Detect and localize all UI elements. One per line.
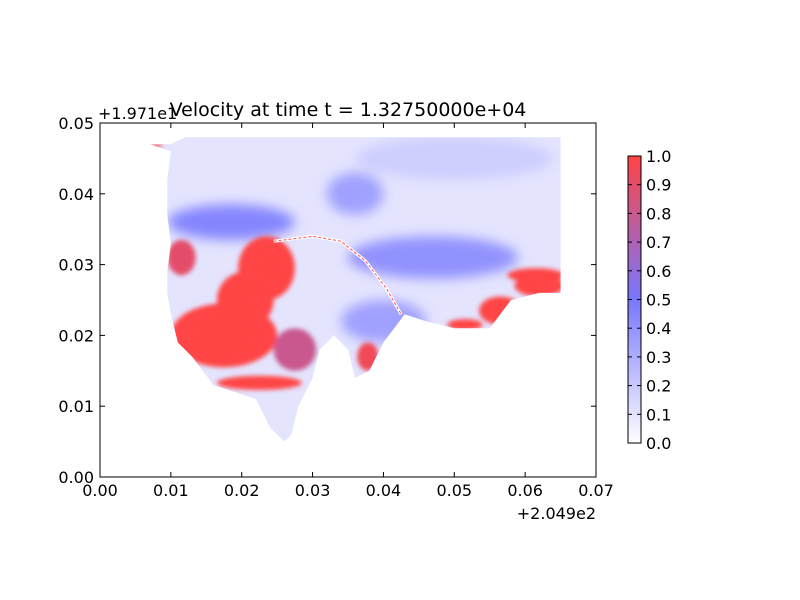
y-tick-label: 0.00: [58, 468, 94, 487]
x-tick-label: 0.07: [578, 481, 614, 500]
velocity-hotspot-3: [216, 375, 302, 390]
velocity-hotspot-2: [238, 236, 295, 300]
velocity-heatmap: [149, 137, 561, 442]
x-offset-label: +2.049e2: [517, 504, 596, 523]
velocity-hotspot-14: [326, 172, 384, 216]
x-tick-label: 0.03: [295, 481, 331, 500]
chart-title: Velocity at time t = 1.32750000e+04: [170, 99, 527, 121]
velocity-hotspot-12: [167, 204, 295, 240]
colorbar-tick-label: 1.0: [646, 147, 671, 166]
velocity-hotspot-5: [273, 328, 317, 371]
y-tick-label: 0.04: [58, 185, 94, 204]
colorbar-tick-label: 0.7: [646, 233, 671, 252]
velocity-hotspot-7: [447, 319, 483, 331]
y-tick-label: 0.02: [58, 326, 94, 345]
colorbar-ticks: 0.0 0.1 0.2 0.3 0.4 0.5 0.6 0.7 0.8 0.9 1.0: [628, 147, 671, 453]
colorbar-tick-label: 0.8: [646, 204, 671, 223]
velocity-hotspot-4: [167, 239, 196, 276]
colorbar-tick-label: 0.1: [646, 405, 671, 424]
channel-wall-edge: [273, 235, 402, 315]
colorbar-tick-label: 0.0: [646, 434, 671, 453]
x-tick-label: 0.06: [507, 481, 543, 500]
velocity-hotspot-16: [355, 137, 554, 180]
y-offset-label: +1.971e1: [98, 104, 177, 123]
x-axis: 0.00 0.01 0.02 0.03 0.04 0.05 0.06 0.07: [82, 123, 614, 500]
colorbar-tick-label: 0.4: [646, 319, 671, 338]
x-tick-label: 0.01: [153, 481, 189, 500]
colorbar-tick-label: 0.9: [646, 176, 671, 195]
x-tick-label: 0.05: [436, 481, 472, 500]
x-tick-label: 0.04: [366, 481, 402, 500]
y-tick-label: 0.05: [58, 114, 94, 133]
y-tick-label: 0.03: [58, 256, 94, 275]
y-tick-label: 0.01: [58, 397, 94, 416]
colorbar-tick-label: 0.5: [646, 291, 671, 310]
velocity-hotspot-10: [514, 275, 561, 297]
y-axis: 0.00 0.01 0.02 0.03 0.04 0.05: [58, 114, 596, 487]
colorbar: 0.0 0.1 0.2 0.3 0.4 0.5 0.6 0.7 0.8 0.9 1.0: [627, 147, 671, 453]
colorbar-tick-label: 0.3: [646, 348, 671, 367]
colorbar-tick-label: 0.2: [646, 377, 671, 396]
velocity-hotspot-13: [348, 236, 519, 279]
x-tick-label: 0.02: [224, 481, 260, 500]
colorbar-tick-label: 0.6: [646, 262, 671, 281]
axes-frame: [99, 122, 597, 478]
x-tick-label: 0.00: [82, 481, 118, 500]
